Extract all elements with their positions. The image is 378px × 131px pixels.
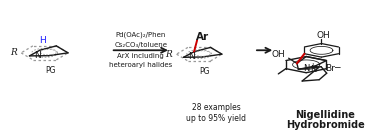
Text: 28 examples: 28 examples (192, 103, 240, 112)
Text: Br: Br (325, 64, 335, 73)
Text: −: − (333, 62, 340, 71)
Text: Pd(OAc)₂/Phen: Pd(OAc)₂/Phen (116, 32, 166, 39)
Text: N: N (34, 51, 41, 60)
Text: Ar: Ar (196, 32, 209, 42)
Text: N: N (310, 65, 316, 74)
Text: Cs₂CO₃/toluene: Cs₂CO₃/toluene (114, 42, 167, 48)
Text: PG: PG (45, 66, 56, 75)
Text: H: H (39, 36, 46, 45)
Text: N: N (304, 64, 310, 73)
Text: PG: PG (199, 67, 209, 77)
Text: Nigellidine: Nigellidine (295, 110, 355, 120)
Text: R: R (10, 48, 17, 57)
Text: Hydrobromide: Hydrobromide (286, 120, 364, 130)
Text: +: + (309, 62, 316, 71)
Text: OH: OH (272, 50, 286, 59)
Text: R: R (166, 50, 172, 59)
Text: OH: OH (316, 31, 330, 40)
Text: ArX including: ArX including (118, 53, 164, 59)
Text: heteroaryl halides: heteroaryl halides (109, 62, 172, 68)
Text: N: N (188, 52, 195, 61)
Text: up to 95% yield: up to 95% yield (186, 114, 246, 123)
